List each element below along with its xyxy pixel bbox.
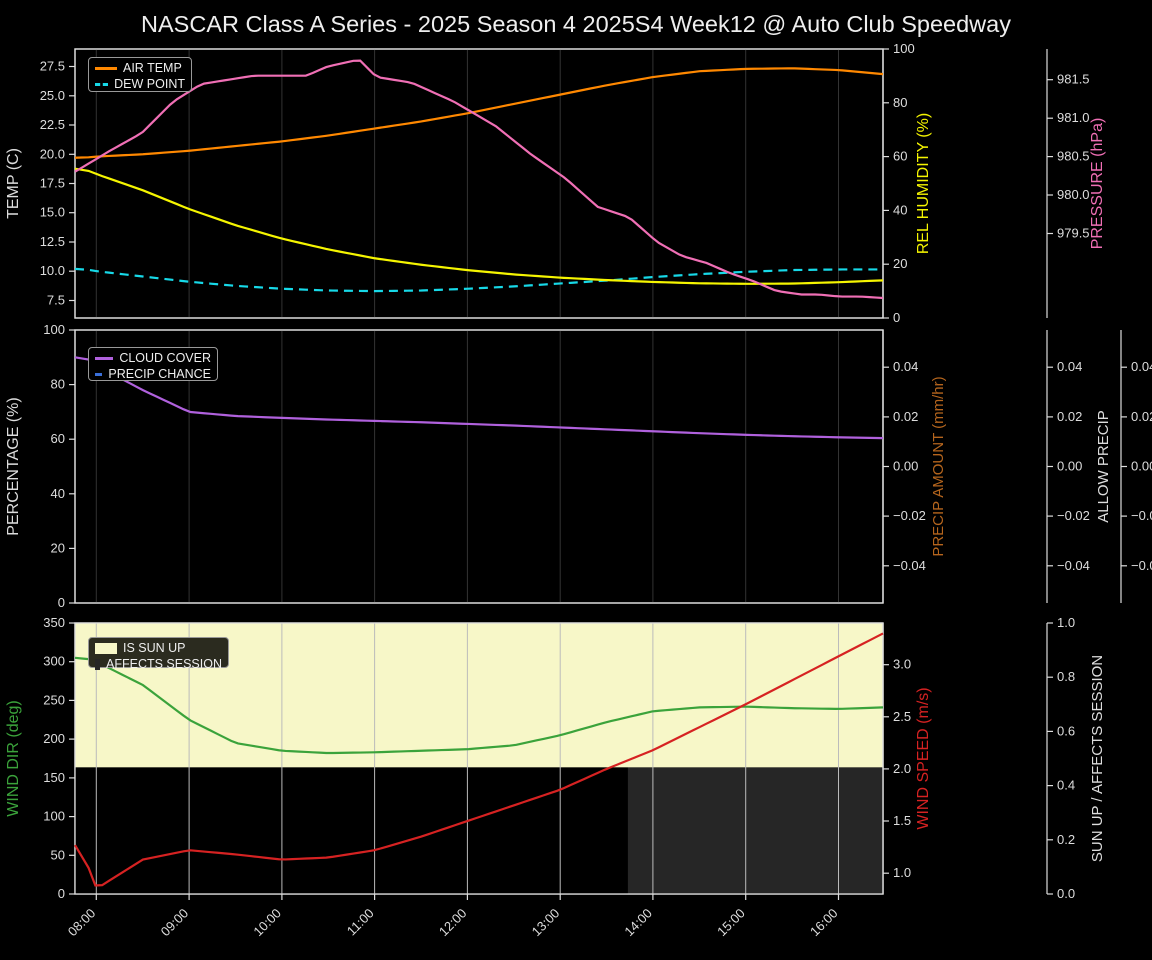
svg-text:−0.04: −0.04 xyxy=(893,558,926,573)
svg-text:2.0: 2.0 xyxy=(893,761,911,776)
svg-text:−0.02: −0.02 xyxy=(1057,508,1090,523)
svg-text:10.0: 10.0 xyxy=(40,263,65,278)
svg-text:22.5: 22.5 xyxy=(40,117,65,132)
svg-text:08:00: 08:00 xyxy=(65,906,99,940)
svg-text:980.5: 980.5 xyxy=(1057,149,1090,164)
svg-text:150: 150 xyxy=(43,770,65,785)
svg-text:60: 60 xyxy=(893,149,907,164)
svg-text:PERCENTAGE (%): PERCENTAGE (%) xyxy=(5,397,22,535)
svg-text:0.00: 0.00 xyxy=(893,459,918,474)
svg-text:15:00: 15:00 xyxy=(714,906,748,940)
svg-text:20.0: 20.0 xyxy=(40,146,65,161)
svg-text:980.0: 980.0 xyxy=(1057,187,1090,202)
svg-text:SUN UP / AFFECTS SESSION: SUN UP / AFFECTS SESSION xyxy=(1089,655,1106,862)
svg-text:80: 80 xyxy=(893,95,907,110)
svg-text:16:00: 16:00 xyxy=(807,906,841,940)
svg-text:3.0: 3.0 xyxy=(893,657,911,672)
svg-text:0.02: 0.02 xyxy=(1131,409,1152,424)
svg-text:0.4: 0.4 xyxy=(1057,778,1075,793)
svg-text:13:00: 13:00 xyxy=(529,906,563,940)
svg-text:40: 40 xyxy=(893,202,907,217)
svg-text:0.04: 0.04 xyxy=(1131,359,1152,374)
svg-text:11:00: 11:00 xyxy=(344,906,377,939)
svg-text:−0.02: −0.02 xyxy=(1131,508,1152,523)
svg-text:10:00: 10:00 xyxy=(250,906,284,940)
svg-text:1.0: 1.0 xyxy=(893,865,911,880)
svg-text:1.0: 1.0 xyxy=(1057,615,1075,630)
svg-text:60: 60 xyxy=(51,431,65,446)
svg-text:20: 20 xyxy=(893,256,907,271)
svg-text:15.0: 15.0 xyxy=(40,205,65,220)
svg-text:0.04: 0.04 xyxy=(1057,359,1082,374)
svg-text:17.5: 17.5 xyxy=(40,176,65,191)
svg-text:981.5: 981.5 xyxy=(1057,72,1090,87)
svg-text:09:00: 09:00 xyxy=(158,906,192,940)
svg-text:100: 100 xyxy=(893,41,915,56)
svg-text:0.00: 0.00 xyxy=(1057,459,1082,474)
svg-text:−0.02: −0.02 xyxy=(893,508,926,523)
svg-text:300: 300 xyxy=(43,654,65,669)
svg-text:−0.04: −0.04 xyxy=(1057,558,1090,573)
svg-text:0: 0 xyxy=(893,310,900,325)
svg-text:0: 0 xyxy=(58,595,65,610)
svg-text:REL HUMIDITY (%): REL HUMIDITY (%) xyxy=(915,113,932,254)
svg-text:7.5: 7.5 xyxy=(47,293,65,308)
svg-text:12:00: 12:00 xyxy=(436,906,470,940)
svg-text:0.8: 0.8 xyxy=(1057,669,1075,684)
svg-text:350: 350 xyxy=(43,615,65,630)
svg-text:981.0: 981.0 xyxy=(1057,110,1090,125)
svg-text:0.02: 0.02 xyxy=(1057,409,1082,424)
svg-text:0.00: 0.00 xyxy=(1131,459,1152,474)
svg-text:12.5: 12.5 xyxy=(40,234,65,249)
svg-text:−0.04: −0.04 xyxy=(1131,558,1152,573)
svg-text:WIND SPEED (m/s): WIND SPEED (m/s) xyxy=(915,687,932,829)
svg-text:250: 250 xyxy=(43,692,65,707)
svg-text:1.5: 1.5 xyxy=(893,813,911,828)
svg-text:50: 50 xyxy=(51,847,65,862)
svg-text:ALLOW PRECIP: ALLOW PRECIP xyxy=(1095,410,1112,523)
svg-text:25.0: 25.0 xyxy=(40,88,65,103)
svg-text:20: 20 xyxy=(51,540,65,555)
svg-text:0.0: 0.0 xyxy=(1057,886,1075,901)
svg-text:40: 40 xyxy=(51,486,65,501)
svg-text:0.6: 0.6 xyxy=(1057,723,1075,738)
svg-text:100: 100 xyxy=(43,809,65,824)
svg-text:979.5: 979.5 xyxy=(1057,226,1090,241)
svg-text:100: 100 xyxy=(43,322,65,337)
svg-text:TEMP (C): TEMP (C) xyxy=(5,148,22,219)
svg-text:0.2: 0.2 xyxy=(1057,832,1075,847)
svg-text:0.02: 0.02 xyxy=(893,409,918,424)
svg-text:27.5: 27.5 xyxy=(40,59,65,74)
svg-text:80: 80 xyxy=(51,377,65,392)
svg-text:WIND DIR (deg): WIND DIR (deg) xyxy=(5,700,22,816)
svg-text:0.04: 0.04 xyxy=(893,359,918,374)
svg-text:PRESSURE (hPa): PRESSURE (hPa) xyxy=(1089,118,1106,250)
svg-text:14:00: 14:00 xyxy=(621,906,655,940)
svg-text:200: 200 xyxy=(43,731,65,746)
svg-text:PRECIP AMOUNT (mm/hr): PRECIP AMOUNT (mm/hr) xyxy=(930,376,947,556)
svg-text:0: 0 xyxy=(58,886,65,901)
svg-text:2.5: 2.5 xyxy=(893,709,911,724)
